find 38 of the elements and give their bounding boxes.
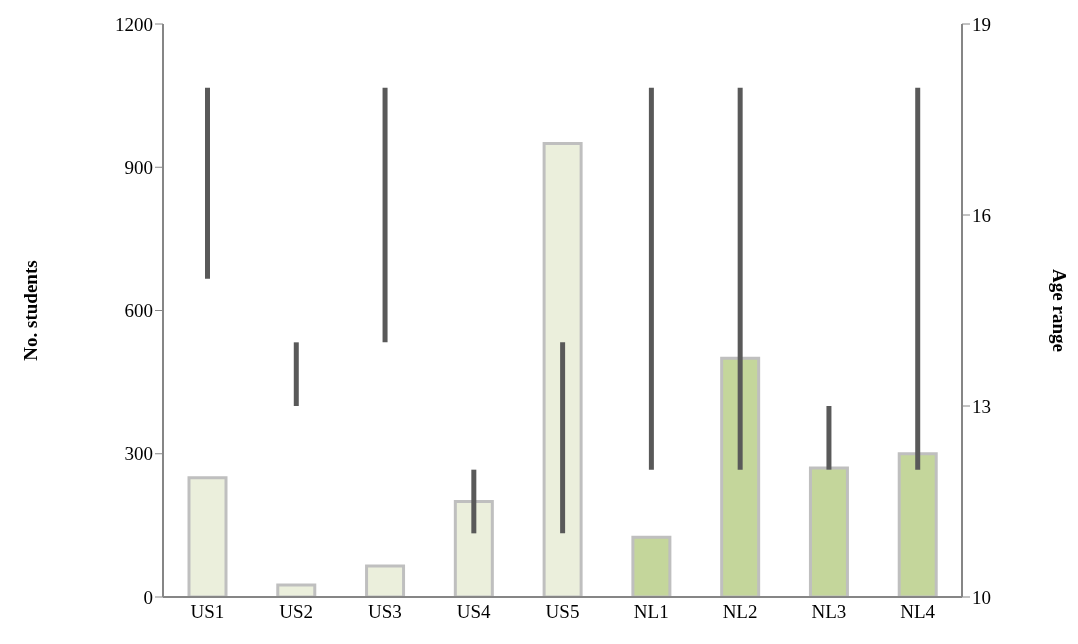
x-tick-label: NL1 (633, 601, 669, 623)
bar (631, 535, 672, 597)
y2-tick-label: 16 (972, 204, 991, 226)
bar (471, 469, 477, 534)
x-tick-label: US3 (368, 601, 402, 623)
bar (187, 476, 228, 597)
x-tick-label: US1 (190, 601, 225, 623)
x-tick-label: NL2 (722, 601, 758, 623)
y-tick-label: 1200 (115, 13, 153, 35)
bar (560, 342, 566, 534)
x-tick-label: US5 (545, 601, 580, 623)
bar (720, 356, 761, 597)
y2-tick-label: 10 (972, 586, 991, 608)
x-tick-label: NL3 (811, 601, 847, 623)
bar (293, 342, 299, 406)
bar (826, 406, 832, 470)
y-tick-label: 0 (143, 586, 153, 608)
bar (205, 87, 210, 279)
bar (648, 87, 654, 470)
x-tick-label: NL4 (900, 601, 936, 623)
bar (808, 466, 849, 597)
bar (737, 87, 743, 470)
x-tick-label: US2 (279, 601, 314, 623)
bar (915, 87, 921, 470)
y-tick-label: 600 (124, 300, 153, 322)
bar (382, 87, 388, 343)
x-tick-label: US4 (456, 601, 492, 623)
y2-axis-title: Age range (1049, 269, 1071, 352)
bar (453, 500, 494, 597)
y-tick-label: 300 (124, 443, 153, 465)
bar (276, 583, 317, 597)
bar (365, 564, 406, 597)
y-tick-label: 900 (124, 156, 153, 178)
bar (897, 452, 938, 597)
bar (542, 141, 583, 597)
y2-tick-label: 13 (972, 395, 991, 417)
y-axis-title: No. students (19, 260, 41, 361)
y2-tick-label: 19 (972, 13, 991, 35)
